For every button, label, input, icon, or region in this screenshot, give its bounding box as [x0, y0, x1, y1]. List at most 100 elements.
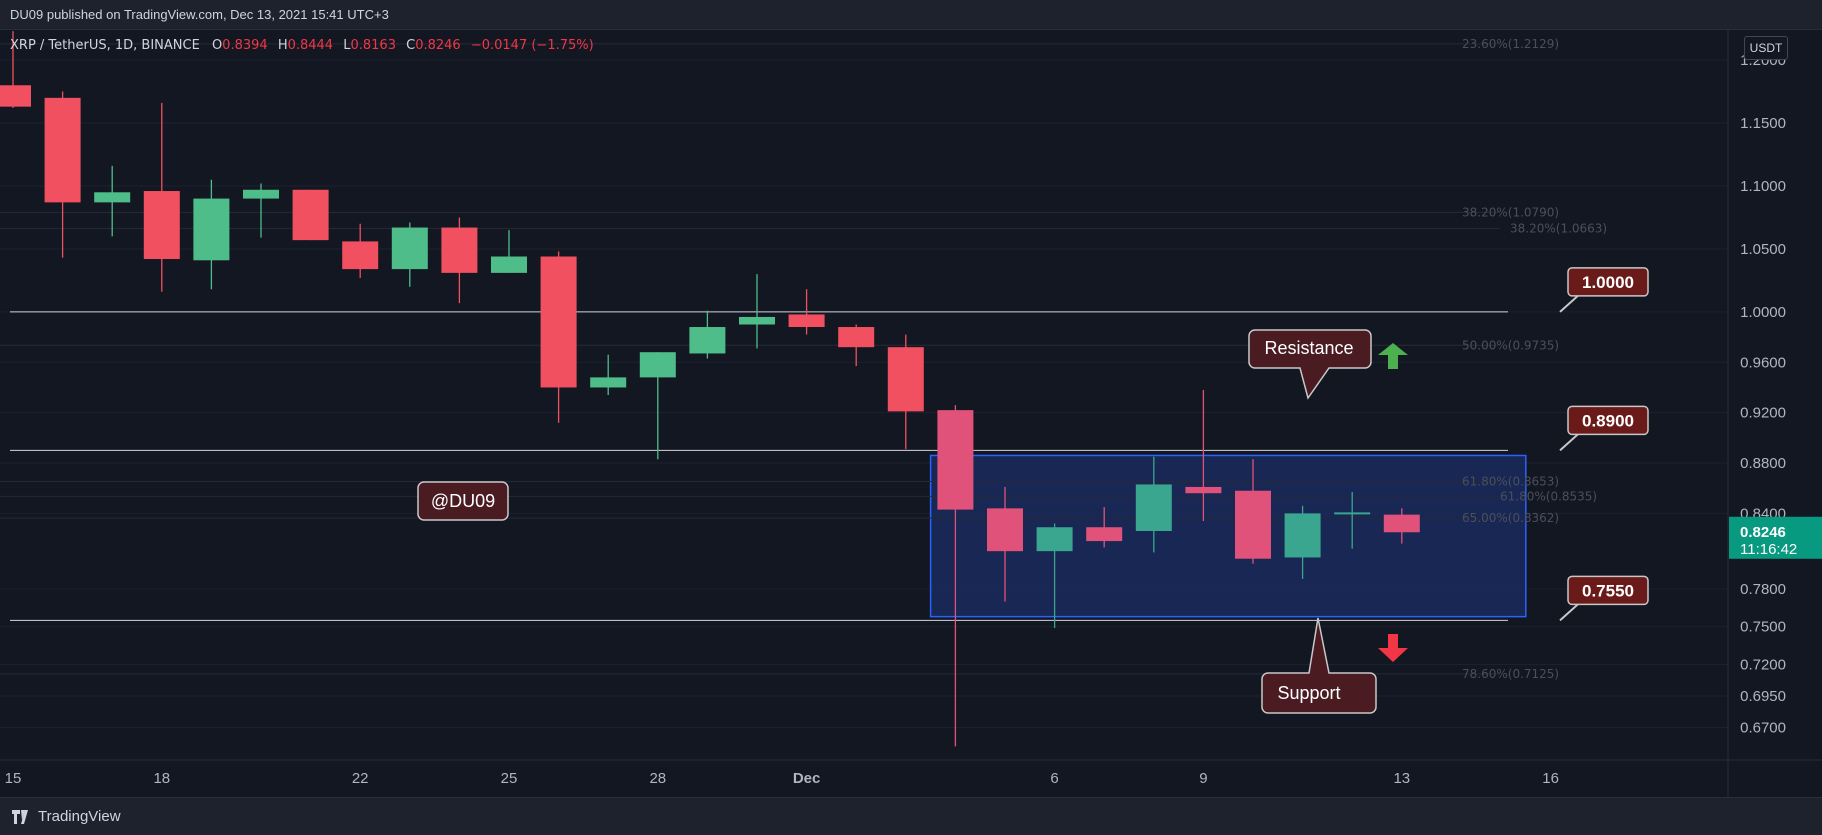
- footer-bar: TradingView: [0, 797, 1822, 835]
- support-text: Support: [1277, 683, 1340, 703]
- candle-body: [342, 241, 379, 270]
- candle: [1135, 456, 1172, 553]
- symbol-name[interactable]: XRP / TetherUS, 1D, BINANCE: [10, 38, 200, 53]
- candle: [987, 486, 1023, 602]
- watermark: @DU09: [417, 481, 509, 521]
- candle: [1334, 491, 1371, 549]
- candle-body: [689, 327, 726, 354]
- brand-name: TradingView: [38, 808, 121, 825]
- consolidation-box: [929, 454, 1527, 618]
- watermark-text: @DU09: [431, 491, 495, 511]
- candle-body: [590, 377, 627, 388]
- candle: [1383, 508, 1420, 544]
- candle: [143, 102, 180, 292]
- candle-body: [788, 314, 825, 328]
- price-tick-label: 0.6700: [1740, 719, 1786, 736]
- candle-body: [1185, 486, 1222, 494]
- price-tick-label: 0.9600: [1740, 354, 1786, 371]
- candle: [243, 183, 279, 238]
- candle-body: [491, 256, 527, 273]
- price-tick-label: 0.7500: [1740, 619, 1786, 636]
- callout-text: 1.0000: [1582, 273, 1634, 292]
- candle: [1235, 459, 1271, 564]
- support-bubble: [1261, 617, 1377, 714]
- support-annotation: Support: [1261, 617, 1377, 714]
- high-label: H: [277, 38, 288, 53]
- time-tick-label: 18: [153, 770, 170, 787]
- candle-body: [1036, 527, 1073, 552]
- candle: [739, 274, 775, 349]
- candle: [94, 165, 131, 237]
- tradingview-logo[interactable]: TradingView: [12, 808, 121, 825]
- candle: [193, 179, 230, 290]
- candle: [44, 91, 81, 258]
- candle: [788, 289, 825, 335]
- candle: [1185, 389, 1222, 521]
- candle: [1036, 523, 1073, 628]
- price-tick-label: 1.1000: [1740, 178, 1786, 195]
- candle-body: [143, 191, 180, 260]
- price-tick-label: 0.8800: [1740, 455, 1786, 472]
- candle-body: [44, 97, 81, 203]
- candle-body: [1235, 490, 1271, 559]
- up-arrow-icon: [1378, 343, 1408, 369]
- candle: [689, 310, 726, 359]
- candles: [0, 31, 1420, 747]
- level-label-0-89: 0.8900: [1559, 405, 1649, 452]
- time-tick-label: 15: [5, 770, 22, 787]
- high-value: 0.8444: [287, 38, 334, 53]
- candle: [838, 324, 875, 367]
- resistance-text: Resistance: [1264, 338, 1353, 358]
- tradingview-icon: [12, 809, 28, 824]
- candle: [540, 251, 577, 423]
- time-tick-label: 28: [649, 770, 666, 787]
- candle: [639, 352, 676, 460]
- fib-label: 78.60%(0.7125): [1462, 667, 1559, 681]
- price-axis: 0.67000.69500.72000.75000.78000.84000.88…: [1740, 52, 1786, 736]
- down-arrow-icon: [1378, 634, 1408, 662]
- price-tick-label: 0.7800: [1740, 581, 1786, 598]
- close-value: 0.8246: [415, 38, 461, 53]
- sr-lines: [10, 311, 1508, 621]
- candle-body: [540, 256, 577, 388]
- price-tick-label: 1.1500: [1740, 115, 1786, 132]
- candle: [391, 222, 428, 287]
- price-tick-label: 0.7200: [1740, 656, 1786, 673]
- callout-box: [1567, 267, 1649, 297]
- candle-body: [1383, 514, 1420, 533]
- candle-body: [391, 227, 428, 270]
- currency-button[interactable]: USDT: [1744, 36, 1788, 60]
- price-tick-label: 1.0000: [1740, 304, 1786, 321]
- resistance-annotation: Resistance: [1248, 329, 1372, 400]
- change-value: −0.0147 (−1.75%): [470, 38, 594, 53]
- time-tick-label: 13: [1393, 770, 1410, 787]
- last-price-countdown: 11:16:42: [1740, 541, 1797, 558]
- open-value: 0.8394: [222, 38, 268, 53]
- callout-text: 0.7550: [1582, 581, 1634, 600]
- candle-body: [243, 189, 279, 199]
- resistance-bubble: [1248, 329, 1372, 400]
- candle-body: [1086, 527, 1123, 542]
- plot-background: [0, 30, 1822, 797]
- low-value: 0.8163: [350, 38, 396, 53]
- fib-label: 65.00%(0.8362): [1462, 511, 1559, 525]
- candle-body: [441, 227, 478, 273]
- candle-body: [94, 192, 131, 203]
- level-label-0-755: 0.7550: [1559, 575, 1649, 622]
- time-axis: 15 18 22 25 28 Dec 6 9 13 16: [5, 770, 1559, 787]
- fib-levels: 23.60%(1.2129) 38.20%(1.0790) 38.20%(1.066…: [0, 37, 1607, 681]
- candle-body: [1135, 484, 1172, 532]
- time-tick-label: 25: [501, 770, 518, 787]
- time-tick-label: 22: [352, 770, 369, 787]
- watermark-box: [417, 481, 509, 521]
- candle: [491, 230, 527, 273]
- fib-label: 50.00%(0.9735): [1462, 338, 1559, 352]
- low-label: L: [343, 38, 351, 53]
- fib-label: 61.80%(0.8535): [1500, 489, 1597, 503]
- candle-body: [0, 85, 31, 107]
- candle-body: [1284, 513, 1321, 558]
- published-text: DU09 published on TradingView.com, Dec 1…: [10, 7, 389, 22]
- published-bar: DU09 published on TradingView.com, Dec 1…: [0, 0, 1822, 30]
